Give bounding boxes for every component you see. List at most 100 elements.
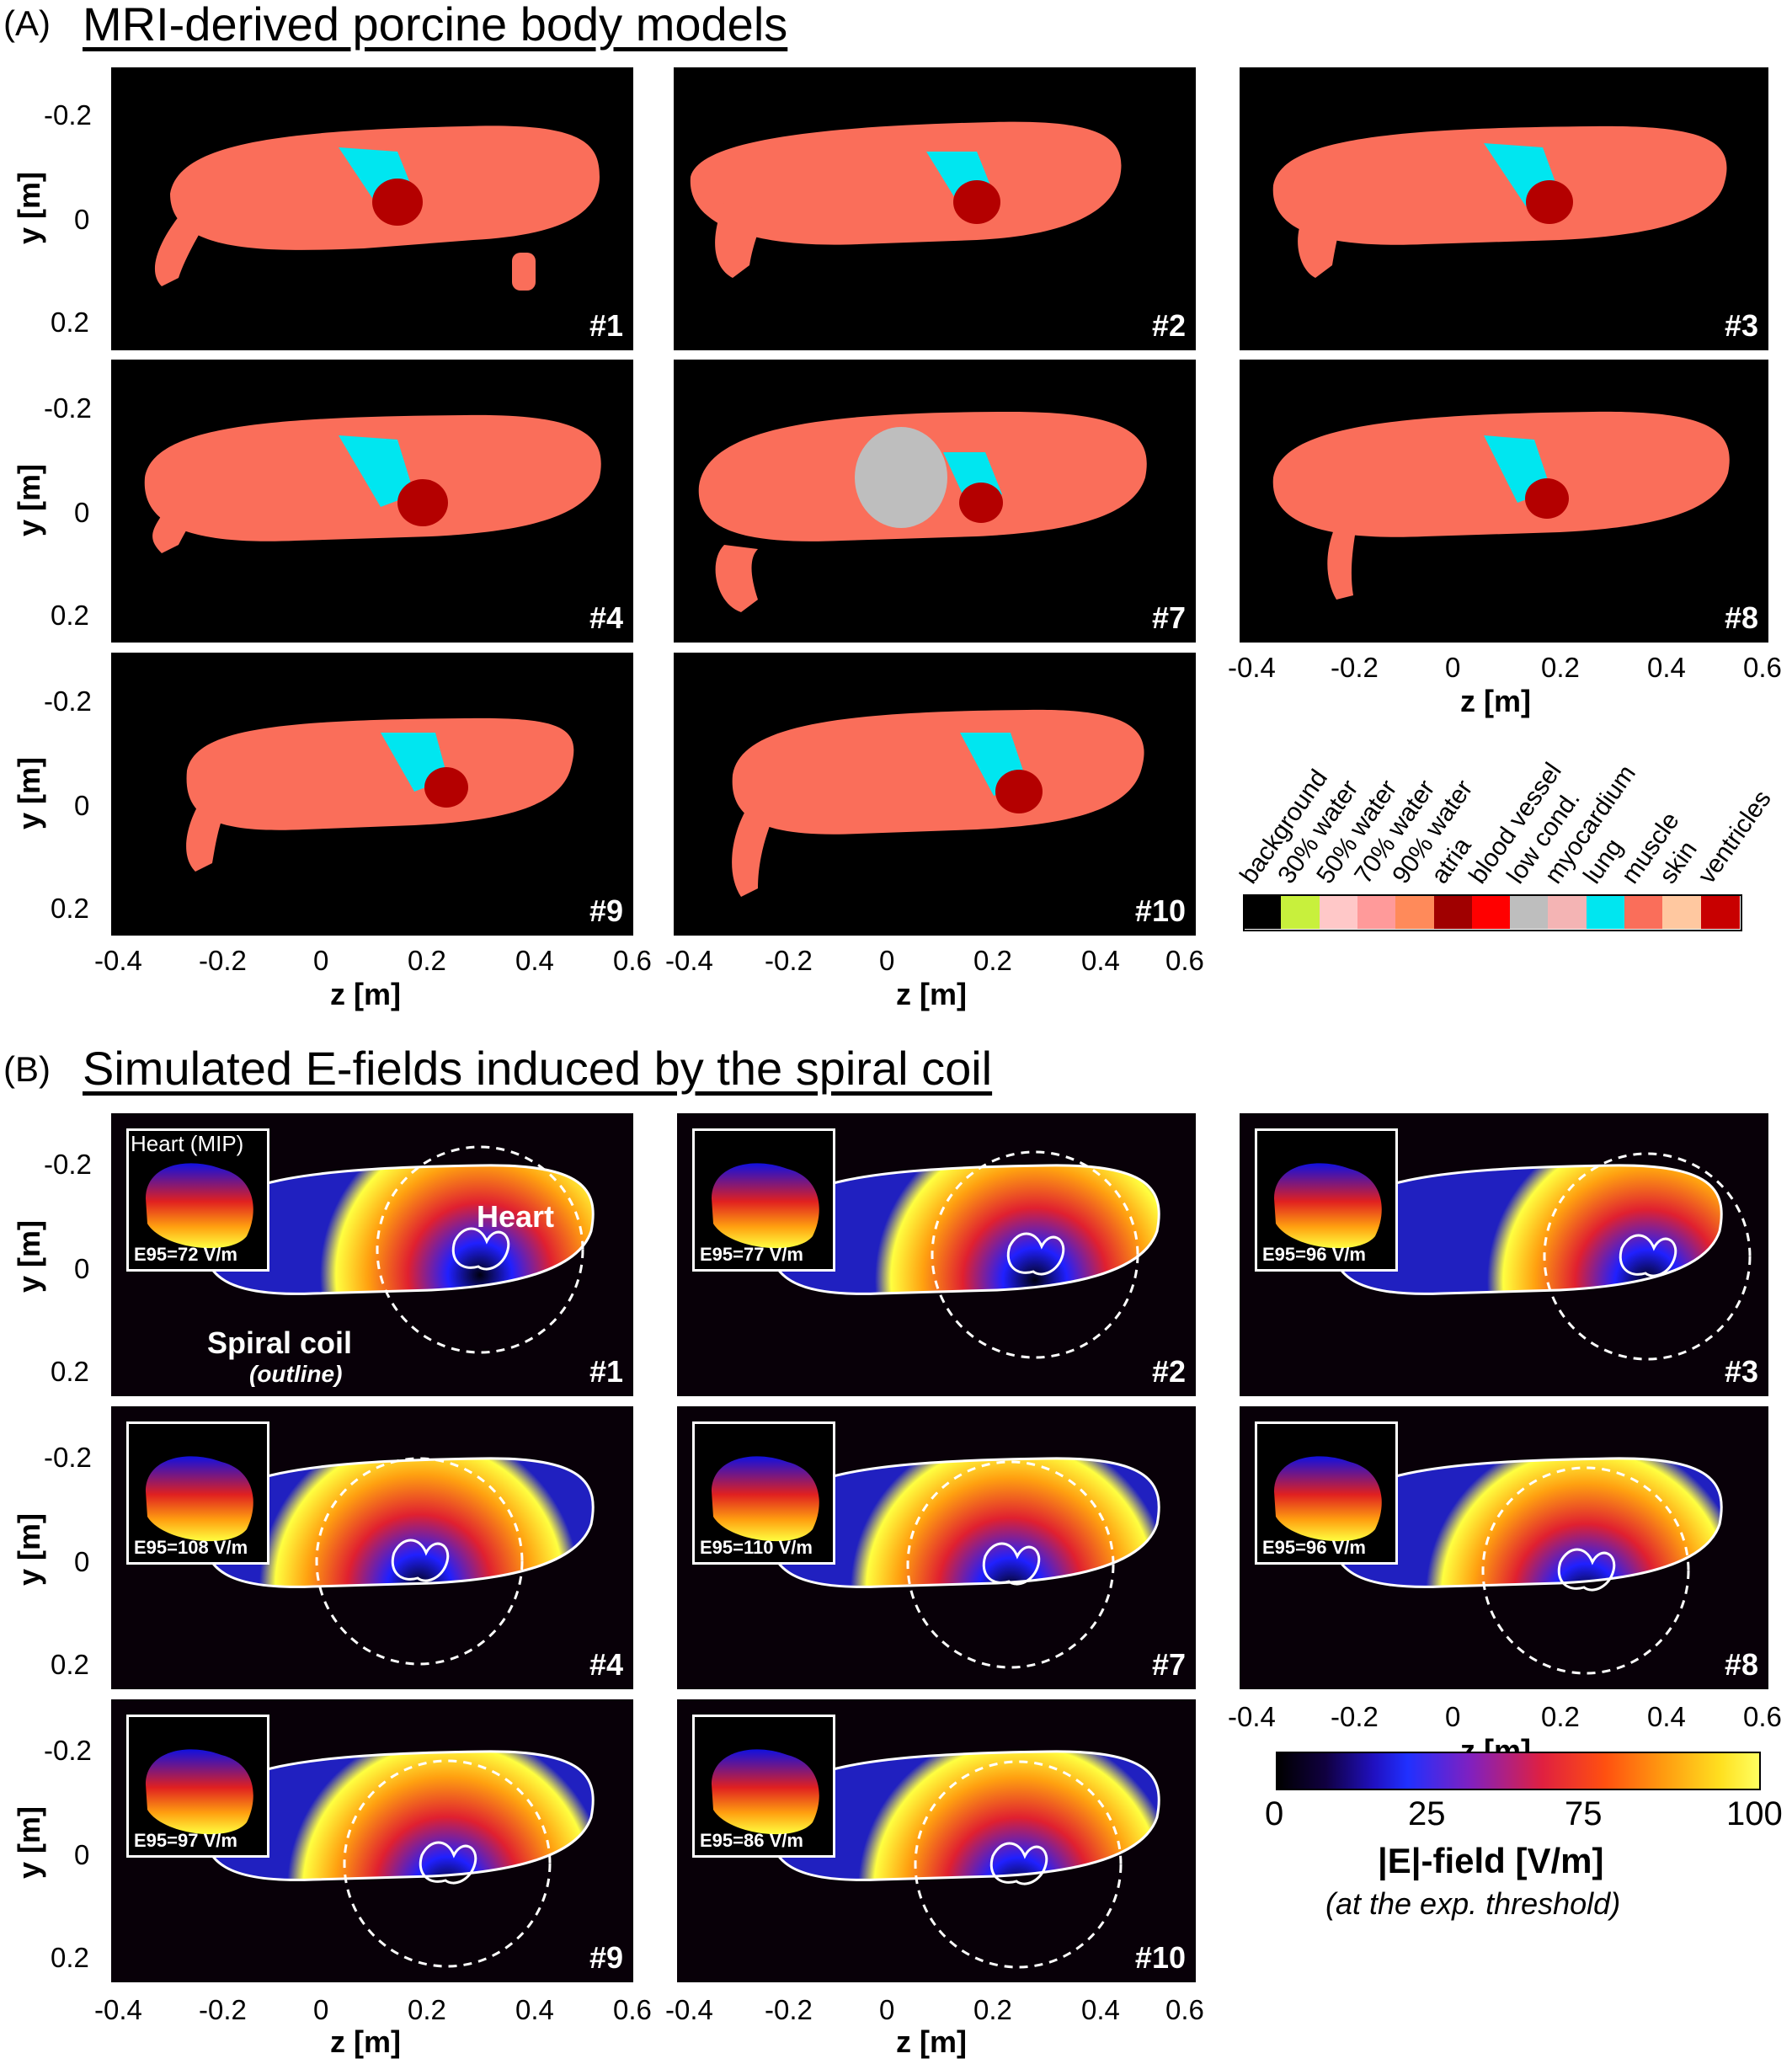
- heart-mip-inset: E95=96 V/m: [1255, 1128, 1398, 1272]
- y-tick: 0: [74, 1546, 90, 1577]
- heart-mip-map: [712, 1456, 819, 1542]
- y-tick: 0: [74, 204, 90, 235]
- y-tick: 0: [74, 790, 90, 821]
- y-tick: 0.2: [51, 600, 89, 631]
- panel-id: #3: [1724, 1354, 1758, 1389]
- efield-map: [1331, 1457, 1723, 1675]
- legend-swatch: [1319, 895, 1358, 929]
- efield-panel: E95=86 V/m #10: [677, 1699, 1196, 1982]
- y-tick: -0.2: [44, 392, 92, 424]
- efield-map: [768, 1750, 1160, 1969]
- y-tick: -0.2: [44, 1735, 92, 1766]
- x-tick: 0.6: [1165, 1994, 1204, 2025]
- x-axis-label: z [m]: [330, 977, 401, 1011]
- heart-mip-inset: E95=96 V/m: [1255, 1421, 1398, 1565]
- legend-swatch: [1471, 895, 1511, 929]
- x-tick: 0.2: [1541, 652, 1580, 683]
- y-axis-label: y [m]: [12, 171, 47, 245]
- e95-value: E95=96 V/m: [1262, 1537, 1366, 1558]
- heart-mip-map: [146, 1749, 253, 1835]
- legend-swatch: [1624, 895, 1663, 929]
- colorbar-sublabel: (at the exp. threshold): [1325, 1886, 1621, 1921]
- x-tick: -0.2: [1331, 652, 1379, 683]
- legend-swatch: [1395, 895, 1435, 929]
- x-tick: 0.4: [515, 1994, 554, 2025]
- x-tick: -0.4: [1228, 1701, 1276, 1732]
- colorbar-tick: 0: [1265, 1795, 1284, 1832]
- heart-mip-inset: E95=108 V/m: [126, 1421, 269, 1565]
- panel-id: #2: [1151, 308, 1186, 343]
- y-axis-label: y [m]: [12, 1512, 47, 1587]
- mri-body-shape: [1272, 125, 1727, 278]
- y-tick: 0: [74, 1253, 90, 1284]
- mri-body-shape: [154, 125, 600, 291]
- x-tick: 0: [879, 1994, 895, 2025]
- efield-map: [768, 1150, 1160, 1359]
- legend-swatch: [1281, 895, 1320, 929]
- efield-map: [1331, 1152, 1752, 1361]
- x-axis-label: z [m]: [896, 977, 967, 1011]
- legend-swatch: [1510, 895, 1549, 929]
- efield-map: [202, 1750, 595, 1968]
- section-b-title: Simulated E-fields induced by the spiral…: [83, 1042, 993, 1095]
- efield-map: [202, 1145, 595, 1354]
- x-tick: 0.4: [1081, 1994, 1120, 2025]
- y-tick: 0.2: [51, 1649, 89, 1680]
- x-tick: 0: [313, 945, 329, 976]
- y-axis-label: y [m]: [12, 463, 47, 537]
- heart-mip-inset: E95=77 V/m: [692, 1128, 835, 1272]
- e95-value: E95=110 V/m: [700, 1537, 813, 1558]
- efield-panel: E95=77 V/m #2: [677, 1113, 1196, 1396]
- x-tick: 0.6: [1743, 652, 1782, 683]
- section-a-letter: (A): [3, 3, 51, 43]
- heart-mip-map: [712, 1749, 819, 1835]
- y-tick: 0: [74, 1839, 90, 1870]
- e95-value: E95=108 V/m: [134, 1537, 248, 1558]
- efield-panel: E95=108 V/m #4: [111, 1406, 633, 1689]
- x-tick: 0.6: [1743, 1701, 1782, 1732]
- efield-panel: E95=110 V/m #7: [677, 1406, 1196, 1689]
- efield-panel: E95=97 V/m #9: [111, 1699, 633, 1982]
- legend-label: ventricles: [1692, 785, 1777, 889]
- y-axis-label: y [m]: [12, 756, 47, 830]
- heart-mip-inset: E95=110 V/m: [692, 1421, 835, 1565]
- x-tick: 0.2: [973, 945, 1012, 976]
- efield-map: [768, 1457, 1160, 1669]
- x-axis-label: z [m]: [1460, 684, 1531, 718]
- x-tick: 0.4: [515, 945, 554, 976]
- legend-swatch: [1548, 895, 1587, 929]
- mri-panel: #8: [1240, 360, 1768, 643]
- mri-panel: #1: [111, 67, 633, 350]
- heart-mip-inset: Heart (MIP) E95=72 V/m: [126, 1128, 269, 1272]
- panel-id: #8: [1724, 600, 1758, 635]
- colorbar-tick: 100: [1726, 1795, 1783, 1832]
- mri-panel: #10: [674, 653, 1196, 936]
- heart-mip-inset: E95=86 V/m: [692, 1715, 835, 1858]
- legend-swatch: [1243, 895, 1282, 929]
- x-tick: -0.2: [765, 945, 813, 976]
- y-axis-label: y [m]: [12, 1805, 47, 1880]
- colorbar-tick: 75: [1565, 1795, 1603, 1832]
- mri-panel: #3: [1240, 67, 1768, 350]
- efield-map: [202, 1457, 595, 1666]
- panel-id: #2: [1151, 1354, 1186, 1389]
- x-tick: 0.2: [973, 1994, 1012, 2025]
- x-tick: 0.4: [1081, 945, 1120, 976]
- y-tick: 0: [74, 497, 90, 528]
- panel-id: #3: [1724, 308, 1758, 343]
- x-tick: 0.2: [1541, 1701, 1580, 1732]
- y-tick: 0.2: [51, 893, 89, 924]
- x-tick: 0.6: [613, 1994, 652, 2025]
- panel-id: #4: [589, 600, 623, 635]
- x-tick: -0.2: [765, 1994, 813, 2025]
- panel-id: #4: [589, 1647, 623, 1682]
- x-tick: 0.6: [613, 945, 652, 976]
- x-tick: 0.4: [1647, 652, 1686, 683]
- mri-body-shape: [1272, 411, 1730, 600]
- y-tick: -0.2: [44, 1442, 92, 1473]
- section-b-letter: (B): [3, 1049, 51, 1089]
- panel-id: #10: [1134, 1940, 1186, 1975]
- e95-value: E95=96 V/m: [1262, 1244, 1366, 1265]
- efield-panel: E95=96 V/m #3: [1240, 1113, 1768, 1396]
- panel-id: #9: [589, 1940, 623, 1975]
